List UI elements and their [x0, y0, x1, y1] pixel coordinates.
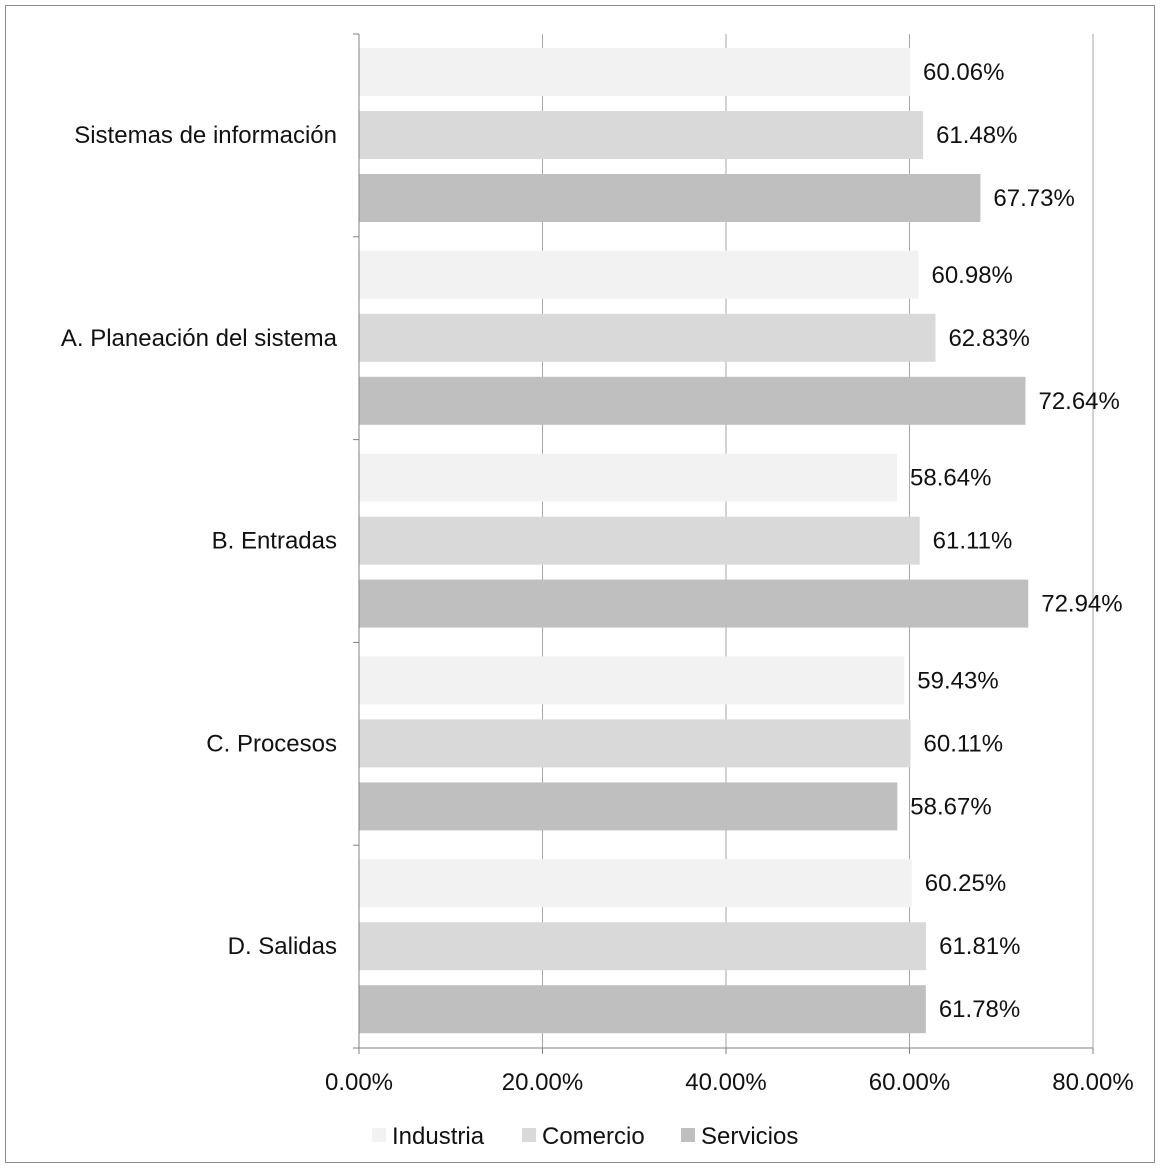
- bar-industria-b-entradas: [359, 453, 898, 502]
- data-label-industria-a-planeacion-del-sistema: 60.98%: [931, 262, 1012, 289]
- data-label-comercio-d-salidas: 61.81%: [939, 933, 1020, 960]
- bar-comercio-c-procesos: [359, 719, 911, 768]
- legend-label-servicios: Servicios: [701, 1123, 798, 1150]
- legend-label-comercio: Comercio: [542, 1123, 645, 1150]
- bar-servicios-c-procesos: [359, 782, 898, 831]
- legend: Industria Comercio Servicios: [372, 1123, 798, 1150]
- bar-comercio-b-entradas: [359, 516, 920, 565]
- legend-swatch-servicios: [681, 1128, 695, 1142]
- labels: 60.06% 60.98% 58.64% 59.43% 60.25% 61.48% 62.8…: [61, 59, 1134, 1096]
- bar-industria-c-procesos: [359, 656, 905, 705]
- bar-comercio-sistemas-de-informacion: [359, 111, 924, 159]
- bar-servicios-sistemas-de-informacion: [359, 174, 981, 222]
- x-tick-label-0: 0.00%: [325, 1069, 393, 1096]
- category-label-a-planeacion-del-sistema: A. Planeación del sistema: [61, 325, 338, 352]
- bar-industria-a-planeacion-del-sistema: [359, 250, 919, 299]
- data-label-servicios-sistemas-de-informacion: 67.73%: [993, 185, 1074, 212]
- category-label-c-procesos: C. Procesos: [206, 730, 337, 757]
- data-label-comercio-a-planeacion-del-sistema: 62.83%: [948, 325, 1029, 352]
- data-label-industria-sistemas-de-informacion: 60.06%: [923, 59, 1004, 86]
- x-tick-label-20: 20.00%: [502, 1069, 583, 1096]
- data-label-servicios-a-planeacion-del-sistema: 72.64%: [1038, 388, 1119, 415]
- legend-swatch-industria: [372, 1128, 386, 1142]
- legend-label-industria: Industria: [392, 1123, 485, 1150]
- data-label-comercio-c-procesos: 60.11%: [924, 730, 1004, 757]
- data-label-industria-b-entradas: 58.64%: [910, 465, 991, 492]
- data-label-servicios-d-salidas: 61.78%: [939, 996, 1020, 1023]
- category-label-d-salidas: D. Salidas: [228, 933, 337, 960]
- data-label-industria-d-salidas: 60.25%: [925, 870, 1006, 897]
- x-tick-label-80: 80.00%: [1052, 1069, 1133, 1096]
- data-label-industria-c-procesos: 59.43%: [917, 667, 998, 694]
- bar-servicios-b-entradas: [359, 579, 1029, 628]
- bars: [359, 48, 1029, 1034]
- data-label-servicios-b-entradas: 72.94%: [1041, 591, 1122, 618]
- x-tick-label-40: 40.00%: [685, 1069, 766, 1096]
- data-label-comercio-sistemas-de-informacion: 61.48%: [936, 122, 1017, 149]
- bar-servicios-d-salidas: [359, 985, 926, 1034]
- legend-swatch-comercio: [522, 1128, 536, 1142]
- bar-comercio-d-salidas: [359, 922, 927, 971]
- bar-comercio-a-planeacion-del-sistema: [359, 313, 936, 362]
- category-label-sistemas-de-informacion: Sistemas de información: [74, 122, 337, 149]
- x-tick-label-60: 60.00%: [869, 1069, 950, 1096]
- category-label-b-entradas: B. Entradas: [212, 528, 337, 555]
- bar-industria-sistemas-de-informacion: [359, 48, 911, 96]
- bar-industria-d-salidas: [359, 859, 912, 908]
- data-label-comercio-b-entradas: 61.11%: [933, 528, 1013, 555]
- bar-servicios-a-planeacion-del-sistema: [359, 376, 1026, 425]
- data-label-servicios-c-procesos: 58.67%: [910, 793, 991, 820]
- axes: [353, 33, 1094, 1054]
